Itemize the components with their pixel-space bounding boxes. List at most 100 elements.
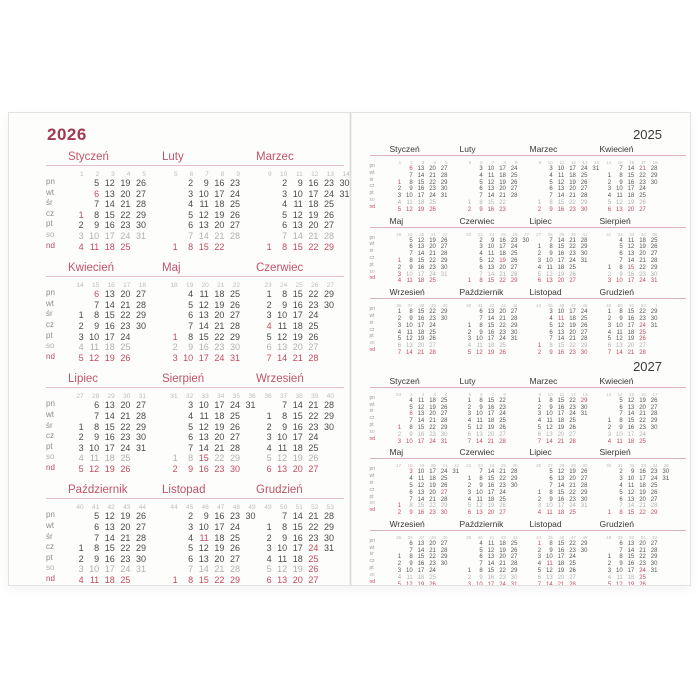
date-cell: 12	[417, 482, 425, 489]
weekday-row-so: 1 8 15 22 29	[530, 197, 600, 206]
week-number: 39	[442, 534, 448, 540]
date-cell: 3	[397, 568, 402, 575]
week-number: 14	[76, 282, 84, 290]
weekday-row-pt: 7 14 21 28	[460, 190, 530, 199]
date-cell: 28	[440, 547, 448, 554]
date-cell: 11	[476, 418, 483, 425]
date-cell: 13	[487, 264, 495, 271]
date-cell: 1	[607, 418, 612, 425]
date-cell: 13	[487, 554, 495, 561]
date-cell: 8	[409, 424, 413, 431]
weekday-label-pt: pt	[369, 565, 374, 572]
date-cell: 20	[292, 575, 303, 585]
date-cell: 29	[650, 510, 658, 517]
date-cell: 9	[94, 432, 100, 443]
weekday-row-cz: 5 12 19 26	[162, 542, 256, 553]
date-cell: 2	[78, 553, 84, 564]
week-number: 11	[296, 171, 303, 178]
weekday-row-pt: 3 10 17 24 31	[390, 190, 460, 199]
date-cell: 6	[619, 251, 623, 258]
week-number: 39	[430, 303, 436, 309]
month-block-wrzesień: 36 37 38 39 40 7 14 21 28 1 8 15 22 29 2 9 16 23 30 3 10 17 24…	[256, 388, 350, 474]
date-cell: 19	[557, 271, 565, 278]
week-numbers-row: 44 45 46 47 48	[530, 531, 600, 540]
week-number: 6	[480, 391, 483, 397]
month-block-listopad: 44 45 46 47 48 49 2 9 16 23 30 3 10 17 24 4 11 18 25 5 12 19 2…	[162, 499, 256, 585]
date-cell: 3	[479, 166, 483, 172]
date-cell: 24	[120, 442, 131, 453]
date-cell: 24	[429, 271, 436, 278]
weekday-label-cz: cz	[369, 486, 375, 493]
date-cell: 15	[557, 489, 565, 496]
date-cell: 26	[229, 421, 240, 432]
date-cell: 6	[266, 575, 272, 585]
weekday-row-wt: 1 8 15 22 29	[256, 521, 350, 532]
date-cell: 2	[479, 237, 483, 244]
date-cell: 24	[120, 331, 131, 342]
date-cell: 2	[537, 251, 542, 258]
weekday-row-so: 6 13 20 27	[256, 341, 350, 352]
date-cell: 13	[487, 309, 495, 316]
weekday-label-so: so	[46, 229, 55, 239]
date-cell: 26	[429, 581, 436, 585]
date-cell: 17	[104, 564, 115, 575]
date-cell: 23	[639, 561, 646, 568]
date-cell: 21	[429, 172, 436, 179]
weekday-row-wt: 2 9 16 23 30	[256, 299, 350, 310]
date-cell: 2	[397, 561, 402, 568]
date-cell: 5	[479, 179, 483, 186]
weekday-row-pt: 5 12 19 26	[600, 333, 670, 342]
week-numbers-row: 53 1 2 3 4	[390, 388, 460, 397]
date-cell: 28	[229, 230, 240, 241]
month-row: Styczeń Luty Marzec pn wt śr cz pt so nd 1 2 3 4 5 5 12 1…	[46, 151, 350, 252]
date-cell: 18	[569, 315, 576, 322]
date-cell: 21	[639, 411, 646, 418]
date-cell: 12	[487, 547, 495, 554]
date-cell: 19	[627, 581, 635, 585]
weekday-row-pn: 1 8 15 22 29	[600, 306, 670, 315]
date-cell: 31	[580, 503, 588, 510]
date-cell: 30	[522, 237, 530, 244]
weekday-row-cz: 5 12 19 26	[256, 209, 350, 220]
date-cell: 30	[580, 404, 588, 411]
week-number: 5	[468, 391, 472, 397]
date-cell: 28	[135, 299, 146, 310]
week-number: 19	[185, 282, 194, 290]
date-cell: 11	[488, 251, 495, 258]
week-number: 33	[201, 393, 209, 401]
date-cell: 27	[135, 289, 146, 300]
date-cell: 20	[292, 342, 303, 353]
weekday-label-pt: pt	[46, 330, 53, 340]
date-cell: 11	[199, 532, 209, 543]
week-number: 26	[512, 463, 518, 469]
date-cell: 24	[499, 581, 506, 585]
date-cell: 22	[569, 397, 576, 404]
date-cell: 5	[549, 322, 553, 329]
month-row-body: pn wt śr cz pt so nd 17 18 19 20 21 22 3 10 17 24 31 4 11 18…	[369, 459, 687, 517]
week-number: 24	[489, 231, 495, 237]
date-cell: 21	[499, 469, 506, 476]
weekday-row-wt: 2 9 16 23	[460, 402, 530, 411]
weekday-row-pt: 4 11 18 25	[256, 553, 350, 564]
weekday-label-pn: pn	[46, 510, 55, 520]
date-cell: 29	[510, 322, 518, 329]
date-cell: 10	[406, 438, 413, 445]
month-name-grudzień: Grudzień	[599, 287, 635, 298]
week-number: 53	[396, 391, 402, 397]
date-cell: 17	[569, 309, 576, 316]
date-cell: 17	[214, 522, 225, 533]
date-cell: 23	[323, 178, 334, 188]
date-cell: 22	[429, 554, 436, 561]
date-cell: 22	[120, 421, 131, 432]
week-numbers-row: 22 23 24 25 26	[460, 459, 530, 469]
week-number: 48	[582, 303, 588, 309]
date-cell: 25	[639, 193, 646, 200]
week-number: 44	[536, 303, 542, 309]
date-cell: 21	[487, 438, 495, 445]
date-cell: 19	[214, 299, 225, 310]
weekday-row-so: 7 14 21 28	[162, 563, 256, 574]
date-cell: 17	[214, 188, 225, 199]
date-cell: 13	[546, 574, 553, 581]
date-cell: 10	[292, 188, 303, 199]
date-cell: 16	[557, 349, 565, 356]
